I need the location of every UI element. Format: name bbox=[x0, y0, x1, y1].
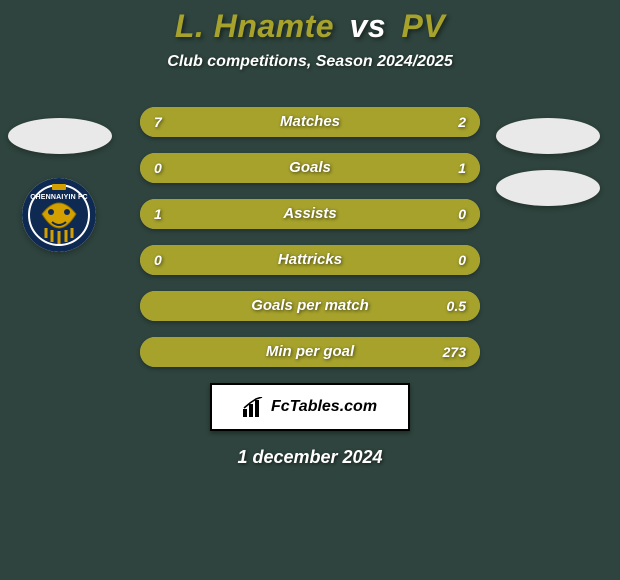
stat-row: Hattricks0 0 bbox=[140, 245, 480, 275]
stats-list: Matches72Goals01Assists10Hattricks00Goal… bbox=[140, 107, 480, 367]
stat-value-right: 0 bbox=[458, 245, 466, 275]
subtitle: Club competitions, Season 2024/2025 bbox=[0, 53, 620, 71]
stat-row: Min per goal273 bbox=[140, 337, 480, 367]
stat-value-right: 1 bbox=[458, 153, 466, 183]
stat-value-left: 1 bbox=[154, 199, 162, 229]
player2-avatar-placeholder bbox=[496, 118, 600, 154]
stat-value-right: 0.5 bbox=[447, 291, 466, 321]
stat-label: Hattricks bbox=[140, 245, 480, 275]
player2-club-placeholder bbox=[496, 170, 600, 206]
fctables-icon bbox=[243, 397, 265, 417]
stat-value-right: 2 bbox=[458, 107, 466, 137]
club-logo-icon bbox=[22, 178, 96, 252]
stat-label: Min per goal bbox=[140, 337, 480, 367]
stat-value-left: 0 bbox=[154, 153, 162, 183]
left-badges: CHENNAIYIN FC bbox=[8, 118, 118, 418]
stat-label: Matches bbox=[140, 107, 480, 137]
stat-value-right: 273 bbox=[443, 337, 466, 367]
stat-row: Goals0 1 bbox=[140, 153, 480, 183]
title-player2: PV bbox=[401, 8, 445, 44]
club-logo-label: CHENNAIYIN FC bbox=[22, 194, 96, 201]
stat-value-right: 0 bbox=[458, 199, 466, 229]
stat-label: Goals per match bbox=[140, 291, 480, 321]
stat-row: Matches7 2 bbox=[140, 107, 480, 137]
title-vs: vs bbox=[349, 8, 386, 44]
stat-label: Goals bbox=[140, 153, 480, 183]
right-badges bbox=[496, 118, 606, 418]
branding-text: FcTables.com bbox=[271, 398, 377, 416]
comparison-card: L. Hnamte vs PV Club competitions, Seaso… bbox=[0, 0, 620, 580]
player1-avatar-placeholder bbox=[8, 118, 112, 154]
stat-value-left: 0 bbox=[154, 245, 162, 275]
stat-label: Assists bbox=[140, 199, 480, 229]
title-player1: L. Hnamte bbox=[175, 8, 334, 44]
title: L. Hnamte vs PV bbox=[0, 8, 620, 45]
date: 1 december 2024 bbox=[0, 447, 620, 468]
stat-row: Goals per match0.5 bbox=[140, 291, 480, 321]
stat-row: Assists1 0 bbox=[140, 199, 480, 229]
stat-value-left: 7 bbox=[154, 107, 162, 137]
branding-box: FcTables.com bbox=[210, 383, 410, 431]
player1-club-logo: CHENNAIYIN FC bbox=[22, 178, 96, 252]
